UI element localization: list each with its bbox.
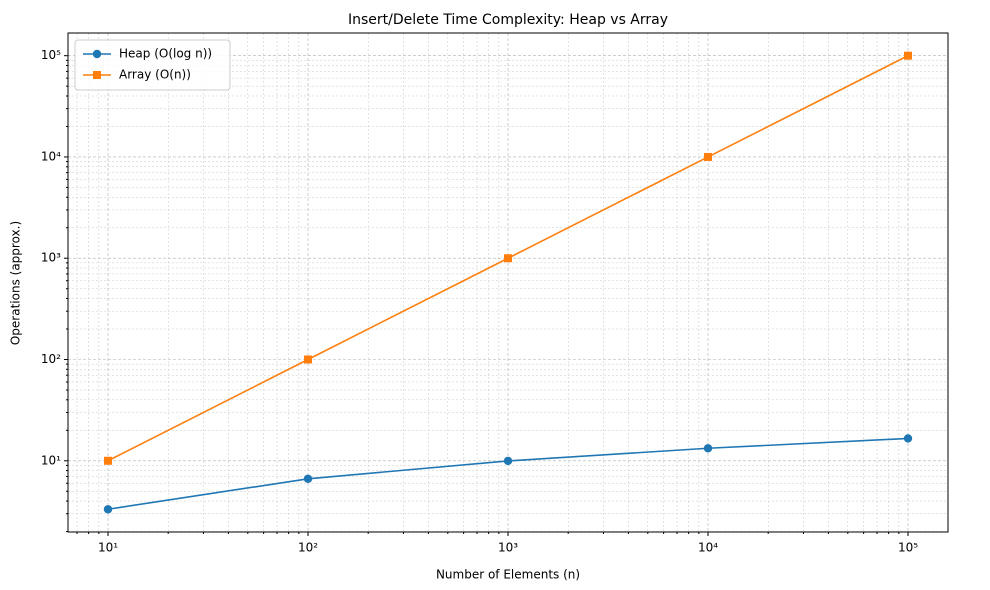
legend-label: Heap (O(log n)) bbox=[119, 47, 212, 61]
marker bbox=[303, 474, 313, 483]
y-axis-label: Operations (approx.) bbox=[9, 221, 23, 345]
chart-title: Insert/Delete Time Complexity: Heap vs A… bbox=[348, 12, 668, 28]
x-tick-label: 10³ bbox=[498, 541, 518, 555]
legend-box bbox=[74, 39, 231, 91]
x-tick-label: 10⁴ bbox=[698, 541, 718, 555]
y-tick-label: 10⁴ bbox=[41, 149, 61, 163]
legend-label: Array (O(n)) bbox=[119, 68, 191, 82]
marker bbox=[93, 71, 101, 79]
marker bbox=[503, 254, 512, 263]
marker bbox=[903, 434, 913, 443]
x-tick-label: 10² bbox=[298, 541, 318, 555]
marker bbox=[903, 51, 912, 60]
marker bbox=[503, 456, 513, 466]
x-axis-label: Number of Elements (n) bbox=[436, 568, 580, 582]
y-tick-label: 10² bbox=[41, 352, 61, 366]
x-tick-label: 10¹ bbox=[98, 541, 118, 555]
marker bbox=[103, 456, 112, 465]
marker bbox=[303, 355, 312, 364]
y-tick-label: 10¹ bbox=[41, 453, 61, 467]
y-tick-label: 10³ bbox=[41, 251, 61, 265]
marker bbox=[92, 49, 102, 59]
x-tick-label: 10⁵ bbox=[898, 541, 918, 555]
marker bbox=[103, 505, 113, 514]
marker bbox=[703, 152, 712, 161]
plot-frame bbox=[67, 32, 949, 533]
marker bbox=[703, 444, 713, 453]
y-tick-label: 10⁵ bbox=[41, 48, 61, 62]
